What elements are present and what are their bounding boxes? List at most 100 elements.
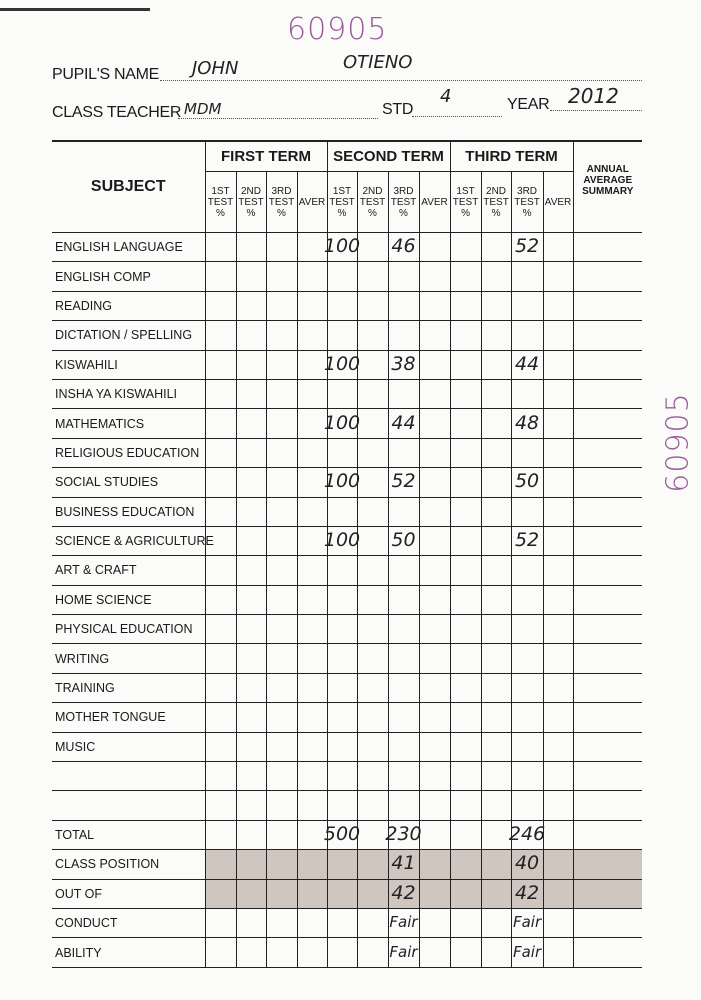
mark-cell-t3-test1: [449, 378, 482, 410]
mark-cell-t1-test1: [204, 555, 237, 586]
mark-cell-t2-test2: [356, 437, 389, 469]
mark-cell-t1-test2: [235, 231, 267, 263]
table-row: ENGLISH LANGUAGE 100 46 52: [52, 231, 643, 263]
mark-cell-t3-test3: [510, 496, 544, 527]
mark-cell-t1-test1: [204, 231, 237, 263]
mark-cell-annual: [572, 614, 643, 645]
pupil-name-label: PUPIL'S NAME: [52, 66, 160, 83]
mark-cell-t2-aver: [418, 496, 451, 527]
mark-cell-t3-test3: [510, 731, 544, 763]
mark-cell-t1-test1: [204, 907, 237, 939]
handwritten-mark: 42: [514, 881, 540, 904]
mark-cell-t1-test1: [204, 584, 237, 616]
mark-cell-t2-test1: 500: [324, 819, 360, 851]
mark-cell-annual: [572, 349, 643, 380]
table-row: SOCIAL STUDIES 100 52 50: [52, 467, 643, 498]
mark-cell-t1-aver: [296, 555, 328, 586]
mark-cell-t1-test1: [204, 761, 237, 792]
handwritten-code-side: 60905: [660, 392, 696, 493]
mark-cell-t3-test1: [449, 878, 482, 909]
mark-cell-t2-aver: [418, 878, 451, 909]
mark-cell-t1-test3: [265, 878, 298, 909]
mark-cell-t1-test2: [235, 408, 267, 439]
table-row: READING: [52, 290, 643, 322]
mark-cell-t1-test1: [204, 790, 237, 821]
mark-cell-t2-test3: [387, 320, 420, 351]
mark-cell-t3-test2: [480, 525, 512, 557]
mark-cell-t2-test3: [387, 702, 420, 733]
subject-name: SOCIAL STUDIES: [52, 467, 206, 498]
subcolumn-header: 3RD TEST %: [387, 171, 420, 233]
mark-cell-t1-test1: [204, 378, 237, 410]
handwritten-mark: 50: [391, 528, 416, 551]
table-row: BUSINESS EDUCATION: [52, 496, 643, 527]
mark-cell-t1-aver: [296, 437, 328, 469]
mark-cell-t2-test3: 42: [387, 878, 420, 909]
mark-cell-t1-aver: [296, 643, 328, 674]
mark-cell-t3-test3: [510, 643, 544, 674]
scan-edge: [0, 8, 150, 11]
mark-cell-t1-test3: [265, 349, 298, 380]
mark-cell-t2-test3: [387, 555, 420, 586]
mark-cell-t3-test1: [449, 731, 482, 763]
mark-cell-annual: [572, 672, 643, 704]
subject-name: RELIGIOUS EDUCATION: [52, 437, 206, 469]
mark-cell-t2-aver: [418, 525, 451, 557]
mark-cell-t1-test1: [204, 496, 237, 527]
second-term-header: SECOND TERM: [326, 140, 451, 172]
mark-cell-t1-test2: [235, 320, 267, 351]
mark-cell-t3-test2: [480, 261, 512, 292]
mark-cell-t2-test1: [326, 290, 358, 322]
table-row: KISWAHILI 100 38 44: [52, 349, 643, 380]
mark-cell-t2-aver: [418, 408, 451, 439]
year-label: YEAR: [507, 96, 550, 113]
annual-average-header: ANNUAL AVERAGE SUMMARY: [572, 140, 643, 233]
mark-cell-t1-test3: [265, 437, 298, 469]
mark-cell-t1-aver: [296, 496, 328, 527]
mark-cell-t2-test3: [387, 643, 420, 674]
mark-cell-t1-test3: [265, 231, 298, 263]
mark-cell-t2-test2: [356, 408, 389, 439]
mark-cell-t3-test2: [480, 408, 512, 439]
mark-cell-t3-test1: [449, 290, 482, 322]
std-dotted-line: [412, 116, 502, 117]
mark-cell-t1-test2: [235, 261, 267, 292]
mark-cell-t2-aver: [418, 790, 451, 821]
mark-cell-t3-test1: [449, 790, 482, 821]
subject-name: HOME SCIENCE: [52, 584, 206, 616]
mark-cell-t2-test1: [326, 555, 358, 586]
mark-cell-annual: [572, 761, 643, 792]
mark-cell-t1-test2: [235, 790, 267, 821]
mark-cell-t1-aver: [296, 290, 328, 322]
table-row: MATHEMATICS 100 44 48: [52, 408, 643, 439]
table-row: SCIENCE & AGRICULTURE 100 50 52: [52, 525, 643, 557]
mark-cell-annual: [572, 907, 643, 939]
mark-cell-t2-test1: [326, 320, 358, 351]
mark-cell-t3-test2: [480, 231, 512, 263]
table-row: INSHA YA KISWAHILI: [52, 378, 643, 410]
mark-cell-t2-test2: [356, 378, 389, 410]
mark-cell-t2-test3: [387, 378, 420, 410]
mark-cell-t2-test1: 100: [324, 349, 360, 380]
mark-cell-t1-aver: [296, 731, 328, 763]
mark-cell-t2-test1: [326, 937, 358, 968]
mark-cell-t2-test3: Fair: [387, 937, 420, 968]
std-value: 4: [440, 86, 452, 107]
mark-cell-t3-aver: [542, 702, 574, 733]
mark-cell-t2-test2: [356, 731, 389, 763]
year-dotted-line: [550, 110, 642, 111]
mark-cell-annual: [572, 937, 643, 968]
mark-cell-t1-test2: [235, 467, 267, 498]
subject-name: ABILITY: [52, 937, 206, 968]
mark-cell-annual: [572, 231, 643, 263]
handwritten-mark: Fair: [512, 942, 542, 961]
mark-cell-t2-test3: 44: [387, 408, 420, 439]
mark-cell-t3-test1: [449, 819, 482, 851]
subject-name: ENGLISH LANGUAGE: [52, 231, 206, 263]
table-row: HOME SCIENCE: [52, 584, 643, 616]
table-row: CONDUCT Fair Fair: [52, 907, 643, 939]
mark-cell-t3-test2: [480, 702, 512, 733]
mark-cell-t2-test2: [356, 261, 389, 292]
mark-cell-t3-aver: [542, 467, 574, 498]
mark-cell-t2-aver: [418, 761, 451, 792]
